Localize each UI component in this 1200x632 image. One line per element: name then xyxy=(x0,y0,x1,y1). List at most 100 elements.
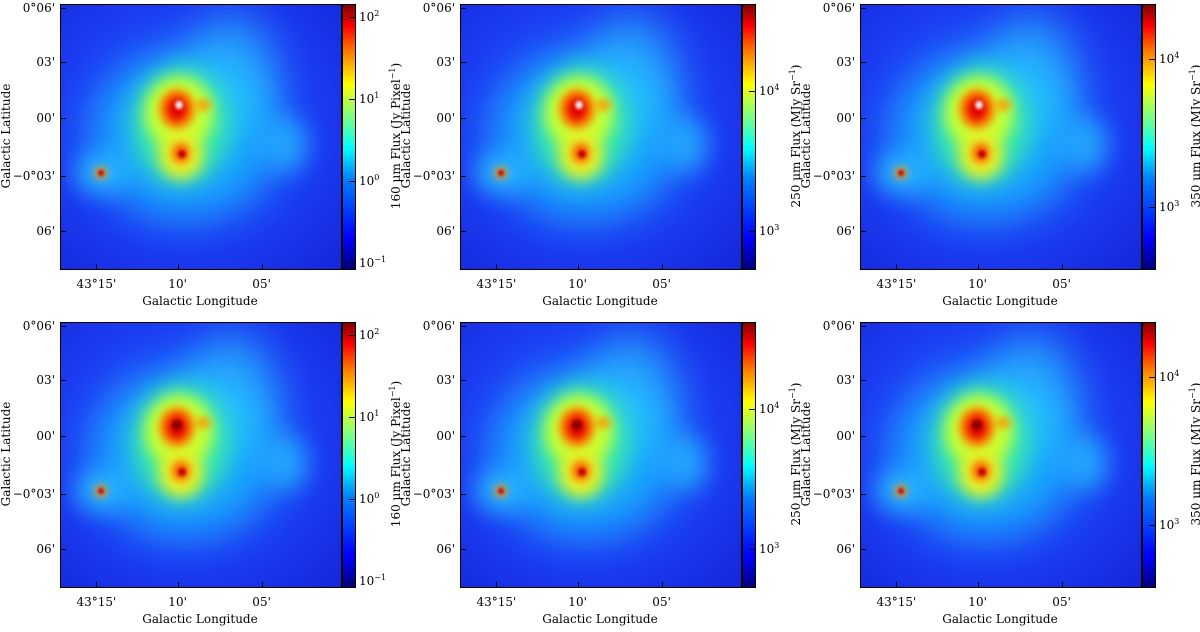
intensity-map xyxy=(860,4,1142,270)
y-tick-label: 00' xyxy=(836,428,855,443)
emission-blob xyxy=(967,97,987,121)
x-tick-label: 10' xyxy=(168,277,187,291)
y-tick-mark xyxy=(461,7,466,9)
x-tick-label: 43°15' xyxy=(76,277,117,291)
y-tick-label: 03' xyxy=(836,55,855,70)
x-tick-mark xyxy=(661,582,663,587)
y-tick-mark xyxy=(461,117,466,119)
tick-exponent: 3 xyxy=(774,541,780,551)
emission-blob xyxy=(167,97,187,121)
colorbar-tick-label: 103 xyxy=(759,223,780,239)
tick-exponent: 3 xyxy=(774,223,780,233)
emission-blob xyxy=(996,418,1010,428)
map-panel-p3: 0°06' 03' 00' −0°03' 06' 43°15' 10' 05' Galactic… xyxy=(799,0,1200,314)
emission-blob xyxy=(664,117,708,173)
y-tick-label: 00' xyxy=(436,428,455,443)
y-tick-mark xyxy=(61,493,66,495)
y-tick-mark xyxy=(461,325,466,327)
colorbar-tick-mark xyxy=(349,498,355,500)
emission-blob xyxy=(978,150,986,158)
colorbar-tick-label: 103 xyxy=(1159,517,1180,533)
map-panel-p1: 0°06' 03' 00' −0°03' 06' 43°15' 10' 05' Galactic… xyxy=(0,0,403,314)
colorbar-tick-mark xyxy=(1149,207,1155,209)
x-tick-label: 43°15' xyxy=(476,595,517,609)
x-tick-label: 05' xyxy=(1052,277,1071,291)
y-tick-mark xyxy=(861,493,866,495)
emission-blob xyxy=(172,420,182,430)
tick-exponent: 1 xyxy=(374,409,380,419)
x-axis-label: Galactic Longitude xyxy=(942,612,1058,626)
y-axis-label: Galactic Latitude xyxy=(399,401,413,507)
y-tick-mark xyxy=(61,325,66,327)
y-tick-label: 00' xyxy=(436,110,455,125)
emission-blob xyxy=(972,420,982,430)
colorbar-tick-label: 101 xyxy=(359,91,380,107)
unit-exponent: −1 xyxy=(788,69,797,81)
y-tick-mark xyxy=(861,62,866,64)
y-axis-label: Galactic Latitude xyxy=(0,401,13,507)
x-tick-mark xyxy=(661,264,663,269)
intensity-map-graphic xyxy=(475,333,708,538)
intensity-map-graphic xyxy=(875,333,1108,538)
x-tick-label: 43°15' xyxy=(876,277,917,291)
y-tick-mark xyxy=(861,231,866,233)
x-tick-mark xyxy=(96,582,98,587)
colorbar-tick-label: 10−1 xyxy=(359,254,387,270)
colorbar-tick-label: 100 xyxy=(359,490,380,506)
x-tick-mark xyxy=(577,264,579,269)
x-tick-label: 05' xyxy=(652,595,671,609)
colorbar-label: 350 μm Flux (MJy Sr−1) xyxy=(1188,65,1200,208)
y-tick-label: 0°06' xyxy=(422,0,455,15)
y-tick-mark xyxy=(861,117,866,119)
y-tick-mark xyxy=(461,493,466,495)
tick-exponent: 0 xyxy=(374,490,380,500)
y-tick-mark xyxy=(61,231,66,233)
emission-blob xyxy=(572,420,582,430)
y-tick-mark xyxy=(61,62,66,64)
y-tick-label: 03' xyxy=(36,373,55,388)
emission-blob xyxy=(975,101,983,109)
y-tick-label: 0°06' xyxy=(822,0,855,15)
colorbar xyxy=(742,4,756,270)
x-axis-label: Galactic Longitude xyxy=(942,294,1058,308)
y-tick-mark xyxy=(461,549,466,551)
emission-blob xyxy=(578,150,586,158)
intensity-map xyxy=(460,4,742,270)
tick-exponent: 4 xyxy=(774,83,780,93)
x-tick-label: 05' xyxy=(252,595,271,609)
y-tick-mark xyxy=(861,435,866,437)
x-tick-label: 43°15' xyxy=(76,595,117,609)
emission-blob xyxy=(175,101,183,109)
emission-blob xyxy=(178,468,186,476)
emission-blob xyxy=(578,468,586,476)
colorbar-tick-label: 104 xyxy=(1159,51,1180,67)
x-axis-label: Galactic Longitude xyxy=(142,612,258,626)
colorbar-tick-label: 102 xyxy=(359,327,380,343)
emission-blob xyxy=(178,150,186,158)
y-tick-label: 00' xyxy=(36,110,55,125)
emission-blob xyxy=(664,435,708,491)
colorbar-tick-mark xyxy=(349,99,355,101)
y-tick-label: 03' xyxy=(436,55,455,70)
map-panel-p2: 0°06' 03' 00' −0°03' 06' 43°15' 10' 05' Galactic… xyxy=(399,0,803,314)
colorbar xyxy=(1142,4,1156,270)
y-tick-mark xyxy=(861,325,866,327)
tick-exponent: 3 xyxy=(1174,517,1180,527)
map-panel-p6: 0°06' 03' 00' −0°03' 06' 43°15' 10' 05' Galactic… xyxy=(799,318,1200,632)
x-tick-mark xyxy=(1061,582,1063,587)
colorbar-tick-mark xyxy=(349,580,355,582)
colorbar-tick-mark xyxy=(349,180,355,182)
y-axis-label: Galactic Latitude xyxy=(799,401,813,507)
y-tick-mark xyxy=(861,175,866,177)
y-tick-mark xyxy=(461,435,466,437)
y-tick-label: 0°06' xyxy=(422,318,455,333)
colorbar-tick-mark xyxy=(749,91,755,93)
intensity-map xyxy=(860,322,1142,588)
x-tick-mark xyxy=(896,582,898,587)
colorbar-tick-label: 10−1 xyxy=(359,572,387,588)
colorbar-tick-mark xyxy=(1149,377,1155,379)
y-tick-mark xyxy=(61,435,66,437)
y-tick-label: 06' xyxy=(836,542,855,557)
y-tick-label: −0°03' xyxy=(412,486,455,501)
y-tick-label: 00' xyxy=(36,428,55,443)
